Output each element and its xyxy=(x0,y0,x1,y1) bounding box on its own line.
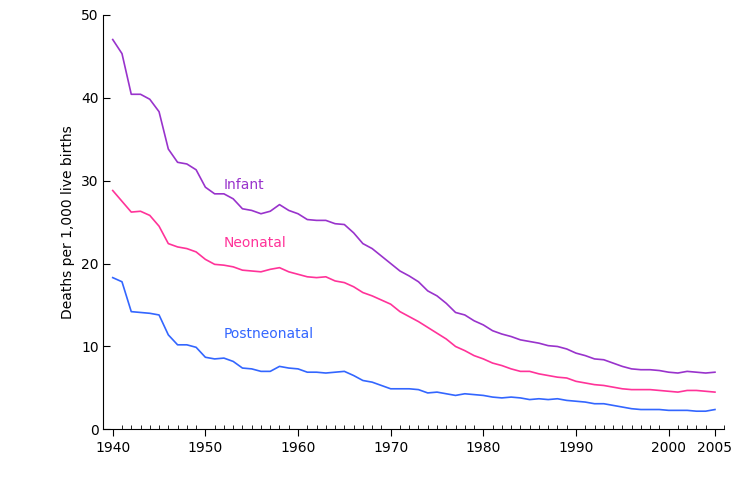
Text: Neonatal: Neonatal xyxy=(224,236,287,250)
Text: Postneonatal: Postneonatal xyxy=(224,327,314,341)
Text: Infant: Infant xyxy=(224,178,265,192)
Y-axis label: Deaths per 1,000 live births: Deaths per 1,000 live births xyxy=(61,125,75,319)
